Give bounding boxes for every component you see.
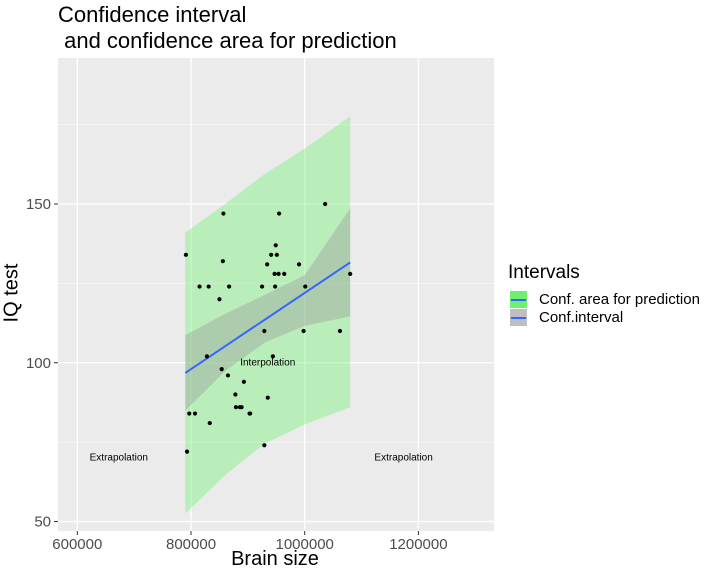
data-point xyxy=(273,284,278,289)
data-point xyxy=(187,411,192,416)
data-point xyxy=(233,405,239,410)
legend: Intervals Conf. area for prediction Conf… xyxy=(508,262,700,326)
data-point xyxy=(239,405,244,410)
data-point xyxy=(337,328,343,334)
legend-label-interval: Conf.interval xyxy=(539,308,624,326)
x-tick-label: 1200000 xyxy=(389,536,447,553)
legend-item-prediction: Conf. area for prediction xyxy=(508,290,700,308)
data-point xyxy=(265,395,270,400)
data-point xyxy=(219,367,224,372)
data-point xyxy=(227,284,232,289)
legend-key-interval xyxy=(510,308,527,326)
data-point xyxy=(265,262,270,267)
data-point xyxy=(262,443,267,448)
data-point xyxy=(276,271,281,276)
chart-title: Confidence interval and confidence area … xyxy=(58,2,397,53)
data-point xyxy=(273,243,278,248)
y-tick-label: 150 xyxy=(26,196,51,213)
data-point xyxy=(233,392,238,397)
legend-key-prediction xyxy=(510,290,527,308)
data-point xyxy=(282,271,287,276)
data-point xyxy=(303,284,308,289)
data-point xyxy=(277,211,282,216)
data-point xyxy=(221,211,226,216)
axis-ticks: 600000 800000 1000000 1200000 50 100 150 xyxy=(26,196,448,553)
interval-bands xyxy=(184,116,351,514)
legend-label-prediction: Conf. area for prediction xyxy=(539,290,700,308)
legend-item-interval: Conf.interval xyxy=(508,308,700,326)
regression-line xyxy=(184,261,351,374)
confidence-interval-band xyxy=(185,208,351,411)
data-point xyxy=(259,284,265,289)
data-point xyxy=(197,284,202,289)
data-point xyxy=(241,379,246,384)
data-point xyxy=(183,252,189,257)
x-tick-label: 600000 xyxy=(52,536,102,553)
x-tick-label: 800000 xyxy=(166,536,216,553)
data-point xyxy=(262,328,267,334)
data-point xyxy=(206,284,211,289)
data-point xyxy=(269,252,274,257)
data-point xyxy=(225,373,231,378)
x-tick-label: 1000000 xyxy=(276,536,334,553)
y-tick-label: 50 xyxy=(34,513,51,530)
annotation-label: Extrapolation xyxy=(374,453,432,464)
annotation-label: Interpolation xyxy=(240,357,295,368)
annotations: Extrapolation Interpolation Extrapolation xyxy=(90,357,433,463)
annotation-label: Extrapolation xyxy=(90,453,148,464)
data-point xyxy=(270,354,275,359)
data-point xyxy=(296,262,302,267)
plot-panel xyxy=(58,58,494,531)
data-point xyxy=(348,271,353,276)
data-point xyxy=(220,259,225,264)
data-point xyxy=(204,354,210,359)
x-axis-label: Brain size xyxy=(231,548,319,570)
legend-title: Intervals xyxy=(508,262,580,283)
data-points xyxy=(183,201,353,454)
data-point xyxy=(184,449,190,454)
data-point xyxy=(217,297,222,302)
grid-lines xyxy=(58,58,494,531)
data-point xyxy=(192,411,198,416)
y-tick-label: 100 xyxy=(26,355,51,372)
data-point xyxy=(323,201,328,207)
data-point xyxy=(301,328,306,334)
data-point xyxy=(207,420,212,426)
prediction-area-band xyxy=(185,116,351,514)
y-axis-label: IQ test xyxy=(0,263,23,323)
data-point xyxy=(274,252,279,257)
data-point xyxy=(272,271,277,276)
data-point xyxy=(248,411,253,416)
